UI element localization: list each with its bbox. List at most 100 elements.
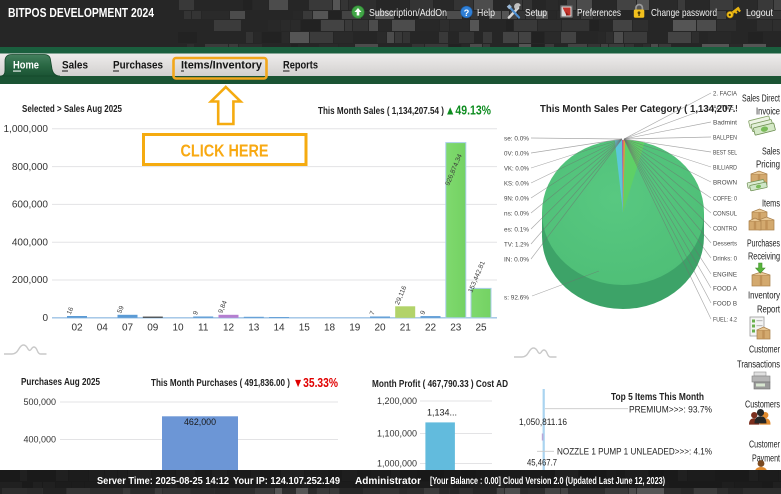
svg-text:es: 0.1%: es: 0.1%	[504, 227, 529, 234]
svg-text:Logout: Logout	[746, 7, 773, 19]
svg-text:45,467.7: 45,467.7	[527, 458, 557, 469]
svg-text:CONTRO: CONTRO	[713, 226, 737, 233]
svg-text:10: 10	[172, 323, 184, 334]
svg-text:1,000,000: 1,000,000	[4, 124, 49, 135]
svg-text:9,84: 9,84	[217, 300, 229, 315]
svg-text:▼35.33%: ▼35.33%	[293, 376, 338, 390]
svg-text:Purchases Aug 2025: Purchases Aug 2025	[21, 377, 100, 388]
svg-text:Sales Direct: Sales Direct	[742, 94, 780, 105]
svg-text:600,000: 600,000	[12, 200, 49, 211]
svg-text:Administrator: Administrator	[355, 476, 421, 487]
svg-text:Receiving: Receiving	[748, 252, 780, 263]
svg-text:19: 19	[349, 323, 361, 334]
svg-text:BILLIARD: BILLIARD	[713, 165, 737, 172]
svg-text:0: 0	[42, 313, 48, 324]
svg-text:200,000: 200,000	[12, 275, 49, 286]
svg-text:2. FACIA: 2. FACIA	[713, 91, 737, 98]
svg-text:18: 18	[324, 323, 336, 334]
svg-text:Change password: Change password	[651, 7, 717, 19]
svg-text:BROWN: BROWN	[713, 180, 737, 187]
svg-text:16: 16	[66, 306, 75, 316]
svg-text:0V: 0.0%: 0V: 0.0%	[504, 151, 529, 158]
svg-text:Desserts: Desserts	[713, 241, 738, 248]
svg-text:PREMIUM>>>: 93.7%: PREMIUM>>>: 93.7%	[629, 405, 712, 416]
svg-text:07: 07	[122, 323, 134, 334]
svg-text:12: 12	[223, 323, 235, 334]
svg-text:FUEL: 4.2: FUEL: 4.2	[713, 317, 737, 324]
svg-text:9: 9	[192, 310, 200, 316]
svg-text:Reports: Reports	[283, 60, 318, 72]
svg-text:Customer: Customer	[749, 345, 780, 356]
svg-text:9N: 0.0%: 9N: 0.0%	[504, 196, 529, 203]
svg-text:KS: 0.0%: KS: 0.0%	[504, 181, 529, 188]
svg-text:Help: Help	[477, 7, 495, 19]
svg-text:02: 02	[71, 323, 83, 334]
svg-text:Selected > Sales Aug 2025: Selected > Sales Aug 2025	[22, 104, 122, 115]
svg-text:VK: 0.0%: VK: 0.0%	[504, 166, 529, 173]
svg-text:FOOD B: FOOD B	[713, 301, 737, 308]
svg-text:800,000: 800,000	[12, 162, 49, 173]
svg-text:04: 04	[97, 323, 109, 334]
svg-text:BALLPEN: BALLPEN	[713, 135, 737, 142]
svg-text:1,100,000: 1,100,000	[377, 429, 417, 439]
svg-text:?: ?	[464, 8, 470, 18]
svg-text:9: 9	[419, 309, 427, 315]
svg-text:500,000: 500,000	[23, 397, 56, 407]
svg-text:This Month Sales ( 1,134,207.5: This Month Sales ( 1,134,207.54 )	[318, 106, 444, 117]
svg-text:[Your Balance : 0.00] Cloud Ve: [Your Balance : 0.00] Cloud Version 2.0 …	[430, 476, 665, 487]
svg-text:1,000,000: 1,000,000	[377, 459, 417, 469]
svg-text:Items: Items	[762, 199, 780, 210]
svg-text:This Month Purchases ( 491,836: This Month Purchases ( 491,836.00 )	[151, 378, 290, 389]
svg-text:IN: 0.0%: IN: 0.0%	[504, 257, 529, 264]
svg-text:7: 7	[369, 310, 377, 316]
svg-text:20: 20	[374, 323, 386, 334]
svg-text:400,000: 400,000	[23, 435, 56, 445]
svg-text:59: 59	[116, 305, 125, 315]
svg-text:▲49.13%: ▲49.13%	[445, 104, 491, 118]
svg-text:Invoice: Invoice	[756, 107, 780, 118]
svg-text:1,134...: 1,134...	[427, 408, 457, 419]
svg-text:09: 09	[147, 323, 159, 334]
svg-text:11: 11	[198, 323, 209, 334]
svg-text:22: 22	[425, 323, 437, 334]
svg-text:BEST SEL: BEST SEL	[713, 150, 737, 157]
svg-text:462,000: 462,000	[184, 417, 216, 428]
svg-text:Items/Inventory: Items/Inventory	[181, 60, 263, 72]
svg-text:1,200,000: 1,200,000	[377, 396, 417, 406]
svg-text:25: 25	[475, 323, 487, 334]
svg-text:1,050,811.16: 1,050,811.16	[519, 417, 567, 428]
svg-text:BITPOS DEVELOPMENT 2024: BITPOS DEVELOPMENT 2024	[8, 6, 154, 20]
svg-text:This Month Sales Per Category: This Month Sales Per Category ( 1,134,20…	[540, 104, 752, 115]
svg-text:Top 5 Items This Month: Top 5 Items This Month	[611, 392, 704, 403]
svg-text:Home: Home	[13, 60, 39, 72]
svg-text:se: 0.0%: se: 0.0%	[504, 136, 529, 143]
svg-text:NOZZLE 1 PUMP 1 UNLEADED>>>: 4: NOZZLE 1 PUMP 1 UNLEADED>>>: 4.1%	[557, 447, 712, 458]
svg-text:21: 21	[400, 323, 412, 334]
svg-text:FOOD A: FOOD A	[713, 286, 737, 293]
svg-text:Badmint: Badmint	[713, 120, 737, 127]
svg-text:400,000: 400,000	[12, 237, 49, 248]
svg-text:ns: 0.0%: ns: 0.0%	[504, 211, 529, 218]
svg-text:23: 23	[450, 323, 462, 334]
svg-text:13: 13	[248, 323, 260, 334]
svg-text:Customer: Customer	[749, 440, 780, 451]
svg-text:ENGINE: ENGINE	[713, 272, 737, 279]
svg-text:Inventory: Inventory	[748, 291, 780, 302]
svg-text:CONSUL: CONSUL	[713, 211, 737, 218]
svg-text:Month Profit ( 467,790.33 ) Co: Month Profit ( 467,790.33 ) Cost AD	[372, 379, 508, 390]
svg-text:Report: Report	[757, 305, 780, 316]
svg-text:Purchases: Purchases	[747, 239, 780, 250]
svg-text:Payment: Payment	[752, 454, 780, 465]
svg-text:Customers: Customers	[745, 400, 780, 411]
svg-text:Your IP: 124.107.252.149: Your IP: 124.107.252.149	[233, 476, 341, 487]
svg-text:Purchases: Purchases	[113, 60, 163, 72]
svg-text:Server Time: 2025-08-25 14:12: Server Time: 2025-08-25 14:12	[97, 476, 230, 487]
svg-text:TV: 1.2%: TV: 1.2%	[504, 242, 529, 249]
svg-text:CLICK HERE: CLICK HERE	[181, 141, 269, 161]
svg-text:Transactions: Transactions	[737, 360, 780, 371]
svg-text:s: 92.6%: s: 92.6%	[504, 295, 529, 302]
svg-text:Drinks: 0: Drinks: 0	[713, 256, 737, 263]
svg-text:Setup: Setup	[525, 7, 547, 19]
svg-text:Sales: Sales	[62, 60, 88, 72]
svg-text:15: 15	[299, 323, 311, 334]
